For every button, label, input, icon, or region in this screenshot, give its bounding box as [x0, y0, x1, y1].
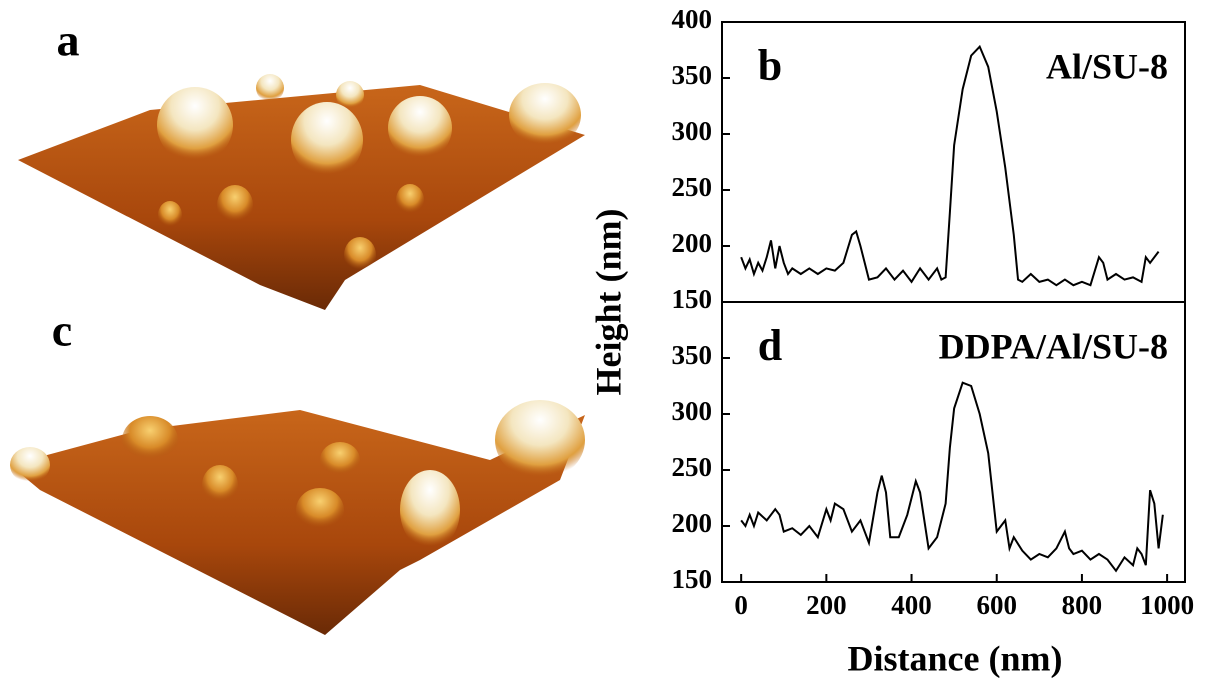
annotation: Al/SU-8	[1046, 46, 1168, 86]
y-tick-label: 350	[672, 60, 713, 90]
x-tick-label: 1000	[1140, 590, 1194, 620]
x-tick-label: 800	[1062, 590, 1103, 620]
y-axis-label: Height (nm)	[588, 209, 628, 396]
image-label: c	[52, 305, 72, 356]
y-tick-label: 150	[672, 564, 713, 594]
x-tick-label: 400	[891, 590, 932, 620]
image-label: a	[57, 15, 80, 66]
y-tick-label: 200	[672, 228, 713, 258]
profile-line	[740, 44, 1160, 287]
x-tick-label: 200	[806, 590, 847, 620]
panel-label: b	[758, 41, 782, 90]
y-tick-label: 350	[672, 340, 713, 370]
x-tick-label: 0	[734, 590, 748, 620]
x-axis-label: Distance (nm)	[848, 638, 1063, 678]
profile-line	[740, 381, 1164, 573]
y-tick-label: 150	[672, 284, 713, 314]
y-tick-label: 400	[672, 4, 713, 34]
y-tick-label: 300	[672, 396, 713, 426]
y-tick-label: 200	[672, 508, 713, 538]
afm-image-c	[10, 400, 585, 635]
afm-image-a	[18, 74, 585, 310]
plot-frame	[721, 301, 1186, 583]
x-tick-label: 600	[976, 590, 1017, 620]
y-tick-label: 250	[672, 172, 713, 202]
panel-label: d	[758, 321, 782, 370]
y-tick-label: 300	[672, 116, 713, 146]
annotation: DDPA/Al/SU-8	[939, 326, 1168, 366]
y-tick-label: 250	[672, 452, 713, 482]
